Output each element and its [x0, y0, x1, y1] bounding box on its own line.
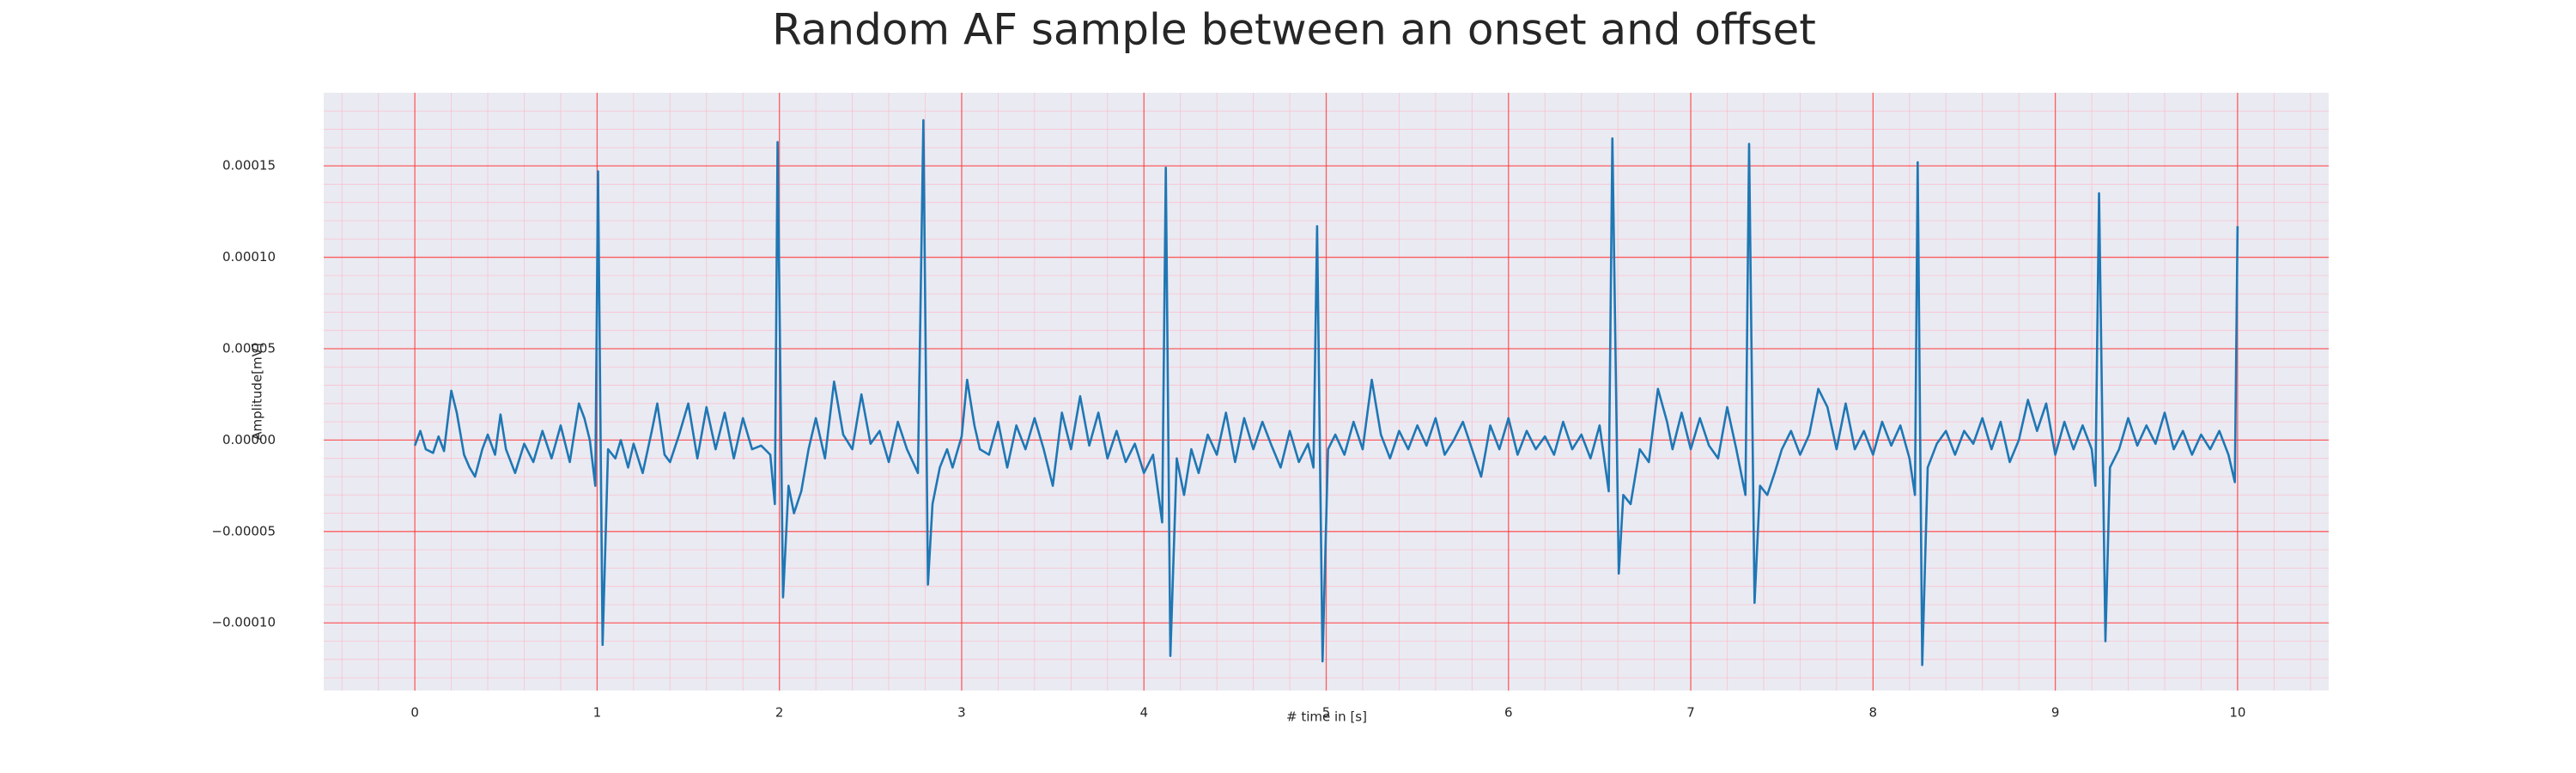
- chart-title: Random AF sample between an onset and of…: [772, 5, 1816, 55]
- y-tick-label: −0.00005: [211, 523, 276, 539]
- x-tick-label: 10: [2229, 705, 2245, 721]
- y-tick-label: −0.00010: [211, 615, 276, 630]
- x-tick-label: 3: [957, 705, 966, 721]
- y-axis-label: Amplitude[mV]: [250, 343, 265, 440]
- y-tick-label: 0.00000: [222, 432, 276, 447]
- signal-line: [413, 119, 2239, 666]
- x-tick-label: 6: [1504, 705, 1513, 721]
- x-axis-label: # time in [s]: [1286, 709, 1367, 725]
- y-tick-label: 0.00005: [222, 340, 276, 356]
- x-tick-label: 5: [1322, 705, 1331, 721]
- x-tick-label: 1: [593, 705, 602, 721]
- x-tick-label: 4: [1139, 705, 1148, 721]
- y-tick-label: 0.00010: [222, 249, 276, 265]
- x-tick-label: 0: [410, 705, 419, 721]
- x-tick-label: 8: [1869, 705, 1878, 721]
- x-tick-label: 9: [2051, 705, 2060, 721]
- y-tick-label: 0.00015: [222, 158, 276, 173]
- x-tick-label: 7: [1686, 705, 1695, 721]
- x-tick-label: 2: [775, 705, 784, 721]
